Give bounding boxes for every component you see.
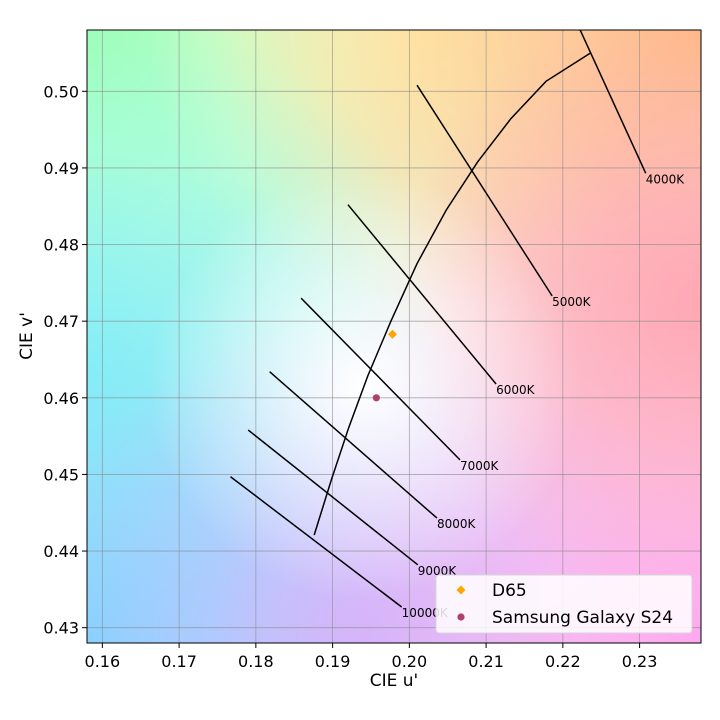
isotherm-label: 9000K [418,564,458,578]
isotherm-line [579,30,647,174]
legend-box [435,574,693,634]
y-tick-label: 0.48 [43,236,79,255]
x-tick-label: 0.23 [622,652,658,671]
y-tick-label: 0.46 [43,389,79,408]
x-tick-label: 0.17 [161,652,197,671]
legend-label: D65 [492,581,527,601]
legend-marker [456,585,466,595]
isotherm-label: 5000K [552,295,592,309]
isotherm-label: 6000K [496,383,536,397]
x-tick-label: 0.16 [85,652,121,671]
legend: D65 Samsung Galaxy S24 [435,574,693,634]
isotherm-line [347,204,497,385]
x-tick-label: 0.19 [315,652,351,671]
isotherm-label: 7000K [460,459,500,473]
y-axis-label: CIE v' [17,312,37,360]
y-tick-label: 0.50 [43,82,79,101]
y-tick-label: 0.43 [43,619,79,638]
y-tick-label: 0.49 [43,159,79,178]
isotherm-line [230,476,403,608]
isotherm-line [416,84,553,297]
y-axis-ticks: 0.43 0.44 0.45 0.46 0.47 0.48 0.49 0.50 [43,82,87,638]
x-tick-label: 0.22 [545,652,581,671]
y-tick-label: 0.44 [43,542,79,561]
legend-marker [457,613,465,621]
isotherm-line [269,371,438,519]
plot-frame [86,29,702,644]
isotherm-line [300,297,461,461]
plot-curves [230,30,647,608]
y-tick-label: 0.45 [43,465,79,484]
x-tick-label: 0.20 [392,652,428,671]
x-tick-label: 0.21 [468,652,504,671]
y-tick-label: 0.47 [43,312,79,331]
data-point [387,329,397,339]
data-point [372,394,380,402]
x-tick-label: 0.18 [238,652,274,671]
x-axis-label: CIE u' [370,671,418,691]
legend-label: Samsung Galaxy S24 [492,608,673,628]
x-axis-ticks: 0.16 0.17 0.18 0.19 0.20 0.21 0.22 0.23 [85,643,658,671]
planckian-locus-line [313,52,591,536]
isotherm-line [247,429,419,566]
isotherm-label: 8000K [437,517,477,531]
isotherm-label: 4000K [646,172,686,186]
